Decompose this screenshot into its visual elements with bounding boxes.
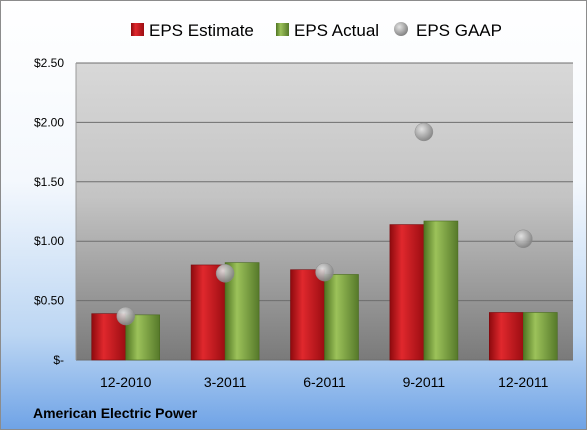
legend-marker-eps-gaap (394, 22, 408, 36)
x-tick-labels: 12-2010 3-2011 6-2011 9-2011 12-2011 (100, 374, 549, 390)
company-name: American Electric Power (33, 405, 198, 421)
bar-eps-estimate (290, 269, 325, 361)
legend-label-eps-estimate: EPS Estimate (149, 21, 254, 40)
bar-eps-actual (522, 312, 558, 361)
y-tick-label: $0.50 (34, 294, 64, 308)
y-tick-label: $1.00 (34, 234, 64, 248)
x-tick-label: 6-2011 (303, 374, 346, 390)
y-tick-label: $2.00 (34, 115, 64, 129)
x-tick-label: 12-2011 (498, 374, 549, 390)
bar-eps-estimate (488, 312, 524, 361)
x-tick-label: 12-2010 (100, 374, 152, 390)
bar-eps-actual (423, 220, 459, 361)
marker-eps-gaap (315, 262, 334, 282)
marker-eps-gaap (116, 306, 135, 326)
y-tick-label: $- (53, 353, 64, 367)
y-tick-label: $1.50 (34, 175, 64, 189)
x-tick-label: 3-2011 (204, 374, 247, 390)
legend: EPS Estimate EPS Actual EPS GAAP (131, 21, 502, 40)
bar-eps-estimate (389, 224, 425, 361)
bar-eps-actual (324, 274, 359, 361)
legend-label-eps-gaap: EPS GAAP (416, 21, 502, 40)
legend-label-eps-actual: EPS Actual (294, 21, 379, 40)
marker-eps-gaap (414, 122, 434, 142)
legend-swatch-eps-estimate (131, 23, 144, 36)
marker-eps-gaap (514, 229, 533, 249)
bars (91, 220, 558, 361)
legend-swatch-eps-actual (276, 23, 289, 36)
bar-eps-estimate (190, 264, 226, 361)
y-tick-label: $2.50 (34, 56, 64, 70)
y-tick-labels: $- $0.50 $1.00 $1.50 $2.00 $2.50 (34, 56, 64, 367)
x-tick-label: 9-2011 (403, 374, 446, 390)
marker-eps-gaap (215, 264, 235, 283)
gaap-markers (116, 122, 533, 326)
